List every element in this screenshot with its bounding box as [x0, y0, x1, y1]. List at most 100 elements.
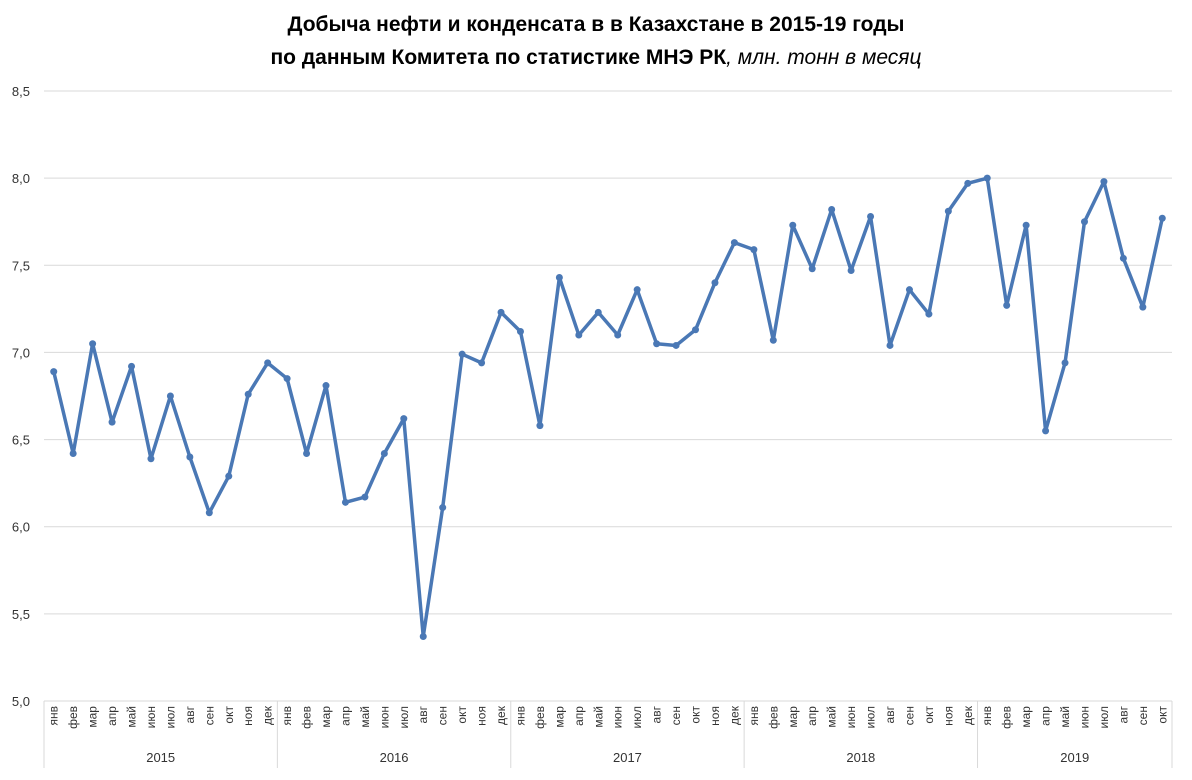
point — [964, 179, 972, 187]
x-tick-label: ноя — [475, 706, 489, 726]
point — [283, 375, 291, 383]
point — [867, 212, 875, 220]
x-tick-label: апр — [572, 706, 586, 726]
point — [769, 336, 777, 344]
x-tick-label: сен — [1136, 706, 1150, 725]
x-tick-label: авг — [1116, 705, 1130, 723]
chart-title: Добыча нефти и конденсата в в Казахстане… — [287, 13, 904, 36]
point — [847, 267, 855, 275]
point — [750, 246, 758, 254]
x-tick-label: июн — [844, 706, 858, 728]
point — [128, 362, 136, 370]
x-tick-label: июн — [611, 706, 625, 728]
x-tick-label: авг — [650, 705, 664, 723]
point — [1119, 254, 1127, 262]
point — [225, 472, 233, 480]
point — [1022, 221, 1030, 229]
y-tick-label: 8,0 — [12, 171, 30, 186]
point — [186, 453, 194, 461]
point — [264, 359, 272, 367]
x-tick-label: фев — [66, 706, 80, 729]
x-tick-label: сен — [202, 706, 216, 725]
x-tick-label: апр — [1039, 706, 1053, 726]
x-tick-label: апр — [105, 706, 119, 726]
point — [419, 633, 427, 641]
x-tick-label: янв — [980, 706, 994, 726]
x-tick-label: авг — [183, 705, 197, 723]
x-tick-label: июл — [163, 706, 177, 728]
x-tick-label: мар — [319, 706, 333, 728]
x-tick-label: авг — [416, 705, 430, 723]
x-tick-label: ноя — [241, 706, 255, 726]
x-tick-label: дек — [961, 705, 975, 725]
point — [730, 239, 738, 247]
point — [575, 331, 583, 339]
point — [944, 207, 952, 215]
x-tick-label: июл — [630, 706, 644, 728]
y-tick-label: 5,5 — [12, 607, 30, 622]
x-tick-label: дек — [727, 705, 741, 725]
point — [983, 174, 991, 182]
y-tick-label: 7,5 — [12, 258, 30, 273]
x-tick-label: окт — [689, 706, 703, 724]
year-label: 2017 — [613, 750, 642, 765]
chart-title-line2: по данным Комитета по статистике МНЭ РК,… — [270, 46, 921, 69]
point — [361, 493, 369, 501]
point — [692, 326, 700, 334]
series-line — [52, 176, 1164, 639]
title-line2: по данным Комитета по статистике МНЭ РК — [270, 46, 726, 69]
point — [1139, 303, 1147, 311]
point — [925, 310, 933, 318]
point — [672, 341, 680, 349]
point — [478, 359, 486, 367]
x-tick-label: янв — [280, 706, 294, 726]
x-tick-label: ноя — [708, 706, 722, 726]
x-tick-label: мар — [1019, 706, 1033, 728]
x-tick-label: ноя — [941, 706, 955, 726]
x-tick-label: дек — [261, 705, 275, 725]
point — [147, 455, 155, 463]
y-tick-label: 5,0 — [12, 694, 30, 709]
point — [108, 418, 116, 426]
x-tick-label: сен — [669, 706, 683, 725]
point — [1042, 427, 1050, 435]
x-tick-label: окт — [222, 706, 236, 724]
x-tick-label: янв — [513, 706, 527, 726]
x-tick-label: мар — [552, 706, 566, 728]
x-tick-label: янв — [747, 706, 761, 726]
point — [69, 450, 77, 458]
point — [166, 392, 174, 400]
year-label: 2019 — [1060, 750, 1089, 765]
x-tick-label: июл — [397, 706, 411, 728]
y-tick-label: 7,0 — [12, 345, 30, 360]
point — [497, 308, 505, 316]
x-tick-label: май — [591, 706, 605, 728]
point — [50, 368, 58, 376]
point — [886, 341, 894, 349]
x-tick-label: авг — [883, 705, 897, 723]
x-tick-label: июн — [1077, 706, 1091, 728]
x-tick-label: фев — [300, 706, 314, 729]
x-tick-label: май — [358, 706, 372, 728]
point — [244, 390, 252, 398]
x-tick-label: фев — [1000, 706, 1014, 729]
point — [808, 265, 816, 273]
point — [614, 331, 622, 339]
x-tick-label: апр — [338, 706, 352, 726]
x-tick-label: окт — [1155, 706, 1169, 724]
point — [1003, 301, 1011, 309]
y-tick-label: 6,0 — [12, 520, 30, 535]
point — [516, 328, 524, 336]
point — [1100, 178, 1108, 186]
x-tick-label: окт — [922, 706, 936, 724]
x-tick-label: сен — [902, 706, 916, 725]
x-tick-label: май — [125, 706, 139, 728]
x-tick-label: июн — [144, 706, 158, 728]
point — [711, 279, 719, 287]
year-label: 2018 — [846, 750, 875, 765]
x-tick-label: май — [825, 706, 839, 728]
point — [341, 498, 349, 506]
x-tick-label: мар — [86, 706, 100, 728]
x-tick-label: июл — [1097, 706, 1111, 728]
x-tick-label: июл — [864, 706, 878, 728]
